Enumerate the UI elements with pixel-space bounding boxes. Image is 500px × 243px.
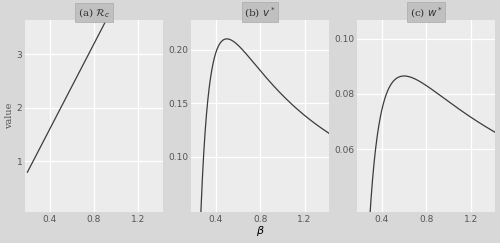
Title: (c) $w^*$: (c) $w^*$ — [410, 5, 443, 20]
X-axis label: $\beta$: $\beta$ — [256, 224, 264, 238]
Title: (b) $v^*$: (b) $v^*$ — [244, 5, 276, 20]
Y-axis label: value: value — [5, 103, 14, 129]
Title: (a) $\mathcal{R}_c$: (a) $\mathcal{R}_c$ — [78, 6, 110, 20]
